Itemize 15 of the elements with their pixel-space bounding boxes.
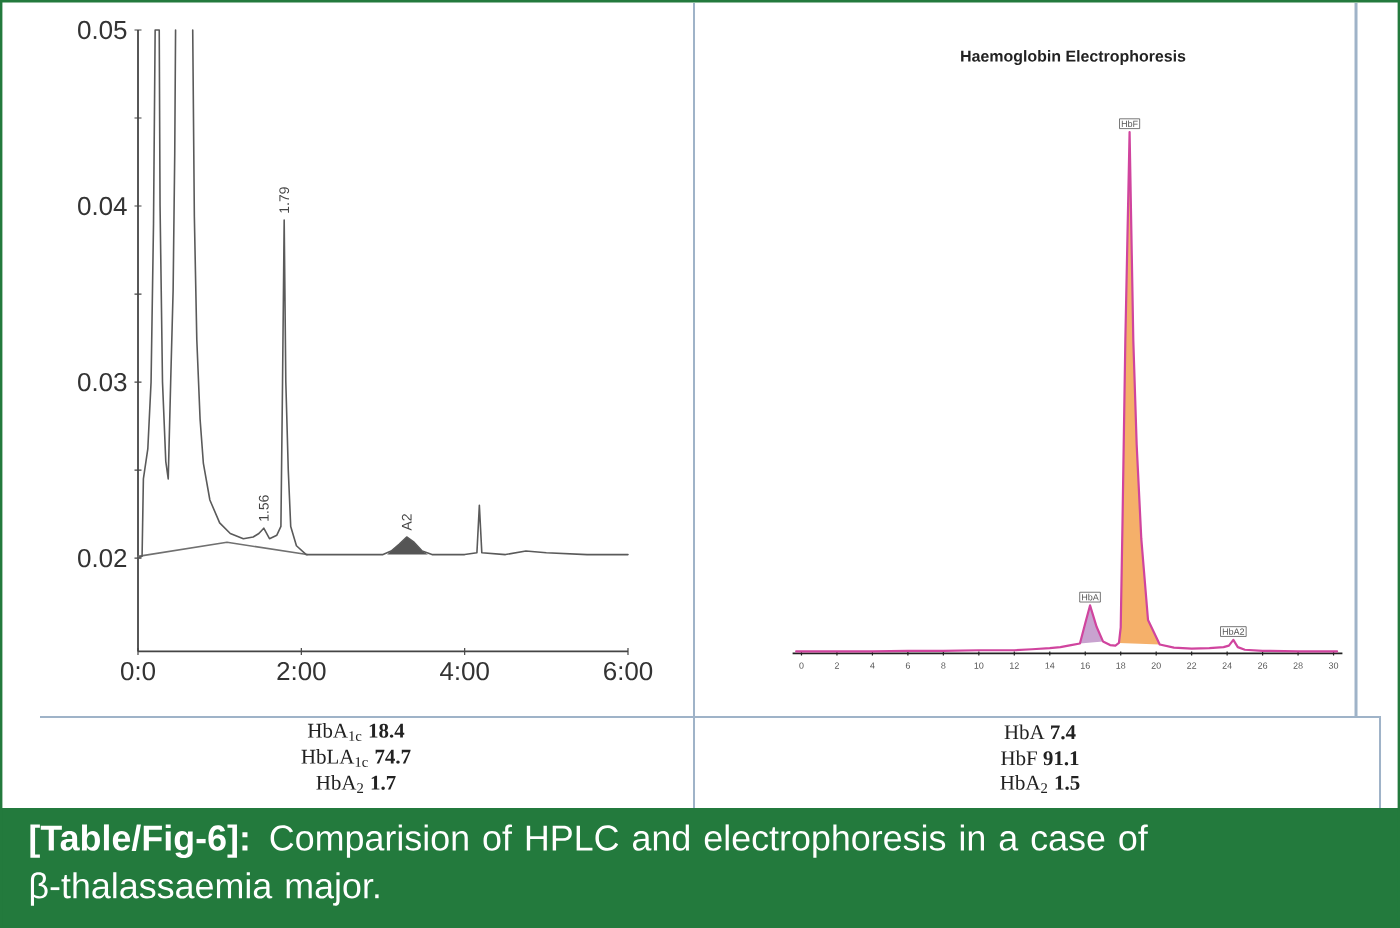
text: HbF 91.1	[1001, 750, 1079, 766]
text: HbLA$_{1c}$ 74.7	[301, 749, 411, 767]
text: HbA$_{2}$ 1.7	[316, 775, 396, 793]
text: HbA$_{1c}$ 18.4	[307, 723, 405, 741]
x-tick-label: 2:00	[277, 661, 326, 681]
y-tick-label: 0.02	[78, 548, 127, 568]
y-tick-label: 0.04	[78, 196, 127, 216]
x-tick-label: 6:00	[604, 661, 653, 681]
y-tick-label: 0.03	[78, 372, 127, 392]
text: HbA 7.4	[1004, 724, 1076, 740]
y-tick-label: 0.05	[78, 20, 127, 40]
text: [Table/Fig-6]: Comparision of HPLC and electrophoresis in a case of β-thalassaemia major.	[30, 824, 1148, 906]
x-tick-label: 4:00	[440, 661, 489, 681]
text: HbA$_{2}$ 1.5	[1000, 775, 1080, 793]
x-tick-label: 0:0	[121, 661, 156, 681]
